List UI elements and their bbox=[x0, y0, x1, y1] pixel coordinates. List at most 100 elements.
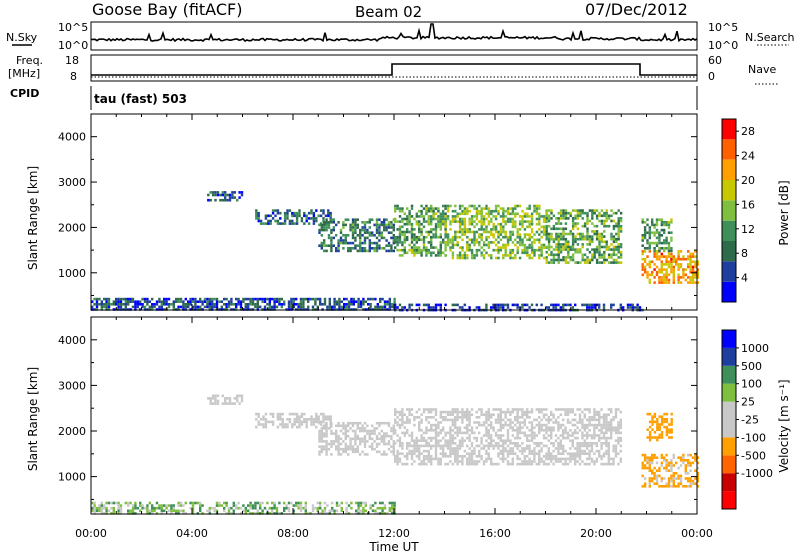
heatmap-cell bbox=[564, 240, 568, 244]
heatmap-cell bbox=[401, 431, 404, 435]
heatmap-cell bbox=[651, 436, 654, 439]
colorbar-swatch bbox=[722, 159, 736, 180]
heatmap-cell bbox=[342, 239, 345, 242]
heatmap-cell bbox=[302, 300, 305, 303]
heatmap-cell bbox=[363, 249, 367, 253]
heatmap-cell bbox=[504, 235, 507, 239]
heatmap-cell bbox=[581, 243, 584, 246]
heatmap-cell bbox=[228, 198, 232, 202]
heatmap-cell bbox=[655, 221, 659, 224]
heatmap-cell bbox=[574, 240, 577, 244]
heatmap-cell bbox=[257, 415, 260, 418]
heatmap-cell bbox=[687, 472, 690, 475]
heatmap-cell bbox=[378, 228, 381, 232]
heatmap-cell bbox=[375, 218, 379, 221]
heatmap-cell bbox=[330, 445, 333, 448]
heatmap-cell bbox=[667, 461, 671, 465]
heatmap-cell bbox=[490, 460, 493, 463]
heatmap-cell bbox=[482, 222, 486, 226]
heatmap-cell bbox=[663, 418, 666, 421]
heatmap-cell bbox=[335, 303, 339, 306]
heatmap-cell bbox=[319, 501, 322, 505]
heatmap-cell bbox=[506, 431, 510, 435]
heatmap-cell bbox=[286, 211, 289, 215]
heatmap-cell bbox=[509, 423, 512, 427]
heatmap-cell bbox=[290, 297, 293, 301]
heatmap-cell bbox=[406, 207, 409, 210]
heatmap-cell bbox=[430, 410, 433, 414]
heatmap-cell bbox=[415, 215, 418, 218]
heatmap-cell bbox=[240, 191, 244, 194]
heatmap-cell bbox=[478, 431, 481, 435]
heatmap-cell bbox=[569, 439, 572, 442]
heatmap-cell bbox=[437, 217, 440, 221]
heatmap-cell bbox=[410, 439, 414, 442]
heatmap-cell bbox=[610, 462, 613, 466]
heatmap-cell bbox=[350, 297, 353, 301]
heatmap-cell bbox=[547, 434, 550, 437]
heatmap-cell bbox=[588, 209, 592, 212]
heatmap-cell bbox=[255, 209, 258, 212]
heatmap-cell bbox=[598, 219, 601, 223]
heatmap-cell bbox=[105, 303, 108, 306]
heatmap-cell bbox=[579, 250, 582, 254]
heatmap-cell bbox=[523, 413, 526, 416]
heatmap-cell bbox=[244, 512, 247, 515]
heatmap-cell bbox=[535, 217, 539, 221]
heatmap-cell bbox=[385, 442, 388, 446]
heatmap-cell bbox=[434, 212, 438, 216]
colorbar-tick-label: 25 bbox=[741, 396, 755, 409]
heatmap-cell bbox=[444, 241, 447, 244]
heatmap-cell bbox=[223, 297, 226, 301]
heatmap-cell bbox=[559, 447, 562, 450]
heatmap-cell bbox=[665, 420, 669, 424]
heatmap-cell bbox=[533, 447, 536, 450]
heatmap-cell bbox=[271, 420, 275, 424]
heatmap-cell bbox=[385, 434, 388, 438]
heatmap-cell bbox=[329, 211, 332, 215]
heatmap-cell bbox=[283, 303, 286, 306]
heatmap-cell bbox=[494, 431, 498, 435]
heatmap-cell bbox=[380, 421, 383, 425]
heatmap-cell bbox=[456, 408, 459, 411]
heatmap-cell bbox=[480, 439, 483, 442]
heatmap-cell bbox=[112, 501, 115, 505]
heatmap-cell bbox=[665, 260, 668, 264]
heatmap-cell bbox=[694, 276, 697, 279]
heatmap-cell bbox=[418, 444, 421, 448]
heatmap-cell bbox=[478, 449, 481, 453]
heatmap-cell bbox=[354, 442, 357, 446]
heatmap-cell bbox=[214, 193, 217, 197]
heatmap-cell bbox=[542, 423, 546, 427]
heatmap-cell bbox=[468, 418, 471, 422]
heatmap-cell bbox=[571, 306, 574, 309]
heatmap-cell bbox=[117, 504, 120, 507]
heatmap-cell bbox=[542, 233, 546, 236]
heatmap-cell bbox=[361, 247, 364, 250]
heatmap-cell bbox=[290, 305, 293, 309]
heatmap-cell bbox=[177, 512, 180, 515]
heatmap-cell bbox=[663, 247, 666, 250]
heatmap-cell bbox=[444, 212, 447, 216]
heatmap-cell bbox=[383, 512, 387, 515]
heatmap-cell bbox=[406, 251, 409, 255]
heatmap-cell bbox=[344, 442, 347, 446]
heatmap-cell bbox=[187, 305, 190, 309]
heatmap-cell bbox=[523, 246, 527, 249]
heatmap-cell bbox=[415, 248, 418, 252]
heatmap-cell bbox=[555, 222, 558, 225]
heatmap-cell bbox=[127, 303, 130, 306]
heatmap-cell bbox=[427, 408, 430, 411]
heatmap-cell bbox=[603, 219, 606, 223]
heatmap-cell bbox=[569, 455, 572, 458]
heatmap-cell bbox=[338, 297, 341, 301]
heatmap-cell bbox=[667, 278, 671, 282]
y-tick-label: 3000 bbox=[58, 379, 86, 392]
heatmap-cell bbox=[540, 447, 543, 450]
heatmap-cell bbox=[528, 439, 531, 442]
heatmap-cell bbox=[535, 238, 539, 242]
heatmap-cell bbox=[380, 236, 383, 240]
heatmap-cell bbox=[136, 305, 139, 309]
heatmap-cell bbox=[530, 434, 534, 437]
heatmap-cell bbox=[478, 241, 481, 244]
